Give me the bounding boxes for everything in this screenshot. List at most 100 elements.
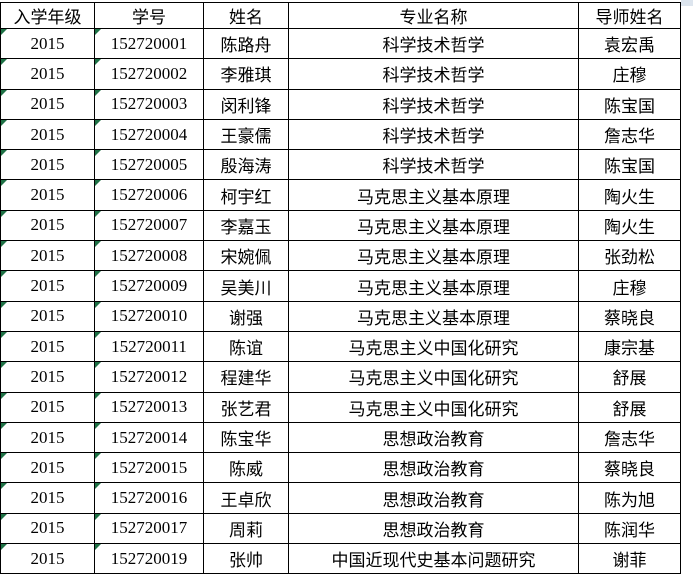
cell-year[interactable]: 2015 (0, 421, 95, 454)
cell-advisor[interactable]: 康宗基 (578, 330, 681, 363)
cell-student_id[interactable]: 152720011 (94, 330, 204, 363)
cell-student_id[interactable]: 152720004 (94, 118, 204, 151)
cell-year[interactable]: 2015 (0, 512, 95, 545)
column-header-major[interactable]: 专业名称 (288, 2, 579, 29)
cell-major[interactable]: 马克思主义基本原理 (288, 270, 579, 302)
cell-name[interactable]: 宋婉佩 (203, 240, 289, 272)
cell-year[interactable]: 2015 (0, 27, 95, 60)
cell-student_id[interactable]: 152720008 (94, 240, 204, 272)
cell-year[interactable]: 2015 (0, 118, 95, 151)
cell-name[interactable]: 闵利锋 (203, 88, 289, 120)
cell-student_id[interactable]: 152720017 (94, 512, 204, 545)
column-header-advisor[interactable]: 导师姓名 (578, 2, 681, 29)
cell-advisor[interactable]: 庄穆 (578, 270, 681, 302)
cell-year[interactable]: 2015 (0, 543, 95, 575)
cell-name[interactable]: 陈威 (203, 452, 289, 484)
cell-year[interactable]: 2015 (0, 452, 95, 484)
cell-major[interactable]: 科学技术哲学 (288, 58, 579, 90)
cell-advisor[interactable]: 詹志华 (578, 118, 681, 151)
cell-name[interactable]: 吴美川 (203, 270, 289, 302)
cell-name[interactable]: 柯宇红 (203, 179, 289, 211)
cell-advisor[interactable]: 陶火生 (578, 209, 681, 242)
cell-advisor[interactable]: 詹志华 (578, 421, 681, 454)
cell-advisor[interactable]: 谢菲 (578, 543, 681, 575)
cell-major[interactable]: 思想政治教育 (288, 452, 579, 484)
table-row: 2015 152720010 谢强 马克思主义基本原理 蔡晓良 (0, 300, 681, 332)
cell-major[interactable]: 思想政治教育 (288, 512, 579, 545)
cell-major[interactable]: 马克思主义基本原理 (288, 179, 579, 211)
cell-student_id[interactable]: 152720001 (94, 27, 204, 60)
cell-major[interactable]: 中国近现代史基本问题研究 (288, 543, 579, 575)
cell-advisor[interactable]: 陈为旭 (578, 482, 681, 514)
cell-name[interactable]: 陈谊 (203, 330, 289, 363)
cell-major[interactable]: 马克思主义基本原理 (288, 209, 579, 242)
cell-advisor[interactable]: 陶火生 (578, 179, 681, 211)
cell-name[interactable]: 王豪儒 (203, 118, 289, 151)
cell-advisor[interactable]: 陈润华 (578, 512, 681, 545)
cell-year[interactable]: 2015 (0, 300, 95, 332)
cell-student_id[interactable]: 152720015 (94, 452, 204, 484)
cell-year[interactable]: 2015 (0, 88, 95, 120)
cell-year[interactable]: 2015 (0, 330, 95, 363)
cell-name[interactable]: 王卓欣 (203, 482, 289, 514)
cell-name[interactable]: 李雅琪 (203, 58, 289, 90)
cell-student_id[interactable]: 152720014 (94, 421, 204, 454)
cell-year[interactable]: 2015 (0, 391, 95, 423)
cell-advisor[interactable]: 舒展 (578, 361, 681, 393)
cell-student_id[interactable]: 152720010 (94, 300, 204, 332)
cell-year[interactable]: 2015 (0, 58, 95, 90)
cell-student_id[interactable]: 152720007 (94, 209, 204, 242)
cell-year[interactable]: 2015 (0, 179, 95, 211)
cell-student_id[interactable]: 152720002 (94, 58, 204, 90)
cell-student_id[interactable]: 152720006 (94, 179, 204, 211)
cell-year[interactable]: 2015 (0, 361, 95, 393)
column-header-name[interactable]: 姓名 (203, 2, 289, 29)
cell-advisor[interactable]: 蔡晓良 (578, 300, 681, 332)
number-as-text-indicator-icon (95, 483, 101, 490)
cell-advisor[interactable]: 蔡晓良 (578, 452, 681, 484)
column-header-year[interactable]: 入学年级 (0, 2, 95, 29)
cell-major[interactable]: 马克思主义中国化研究 (288, 391, 579, 423)
number-as-text-indicator-icon (95, 271, 101, 278)
cell-name[interactable]: 谢强 (203, 300, 289, 332)
cell-student_id[interactable]: 152720005 (94, 149, 204, 181)
cell-major[interactable]: 马克思主义基本原理 (288, 300, 579, 332)
cell-name[interactable]: 殷海涛 (203, 149, 289, 181)
cell-advisor[interactable]: 庄穆 (578, 58, 681, 90)
cell-name[interactable]: 李嘉玉 (203, 209, 289, 242)
cell-year[interactable]: 2015 (0, 149, 95, 181)
cell-major[interactable]: 思想政治教育 (288, 421, 579, 454)
column-header-student-id[interactable]: 学号 (94, 2, 204, 29)
cell-name[interactable]: 张帅 (203, 543, 289, 575)
cell-name[interactable]: 周莉 (203, 512, 289, 545)
cell-advisor[interactable]: 张劲松 (578, 240, 681, 272)
number-as-text-indicator-icon (1, 302, 7, 308)
cell-student_id[interactable]: 152720016 (94, 482, 204, 514)
cell-major[interactable]: 马克思主义中国化研究 (288, 361, 579, 393)
cell-major[interactable]: 马克思主义中国化研究 (288, 330, 579, 363)
cell-advisor[interactable]: 舒展 (578, 391, 681, 423)
cell-year[interactable]: 2015 (0, 270, 95, 302)
cell-name[interactable]: 张艺君 (203, 391, 289, 423)
cell-major[interactable]: 科学技术哲学 (288, 88, 579, 120)
cell-major[interactable]: 思想政治教育 (288, 482, 579, 514)
cell-major[interactable]: 科学技术哲学 (288, 149, 579, 181)
cell-name[interactable]: 陈宝华 (203, 421, 289, 454)
cell-student_id[interactable]: 152720003 (94, 88, 204, 120)
cell-major[interactable]: 科学技术哲学 (288, 27, 579, 60)
cell-year[interactable]: 2015 (0, 240, 95, 272)
cell-name[interactable]: 程建华 (203, 361, 289, 393)
cell-advisor[interactable]: 陈宝国 (578, 149, 681, 181)
cell-student_id[interactable]: 152720012 (94, 361, 204, 393)
cell-major[interactable]: 马克思主义基本原理 (288, 240, 579, 272)
cell-major[interactable]: 科学技术哲学 (288, 118, 579, 151)
cell-student_id[interactable]: 152720019 (94, 543, 204, 575)
cell-name[interactable]: 陈路舟 (203, 27, 289, 60)
cell-year[interactable]: 2015 (0, 482, 95, 514)
cell-student_id[interactable]: 152720009 (94, 270, 204, 302)
cell-student_id[interactable]: 152720013 (94, 391, 204, 423)
cell-year[interactable]: 2015 (0, 209, 95, 242)
cell-advisor[interactable]: 陈宝国 (578, 88, 681, 120)
table-row: 2015 152720015 陈威 思想政治教育 蔡晓良 (0, 452, 681, 484)
cell-advisor[interactable]: 袁宏禹 (578, 27, 681, 60)
